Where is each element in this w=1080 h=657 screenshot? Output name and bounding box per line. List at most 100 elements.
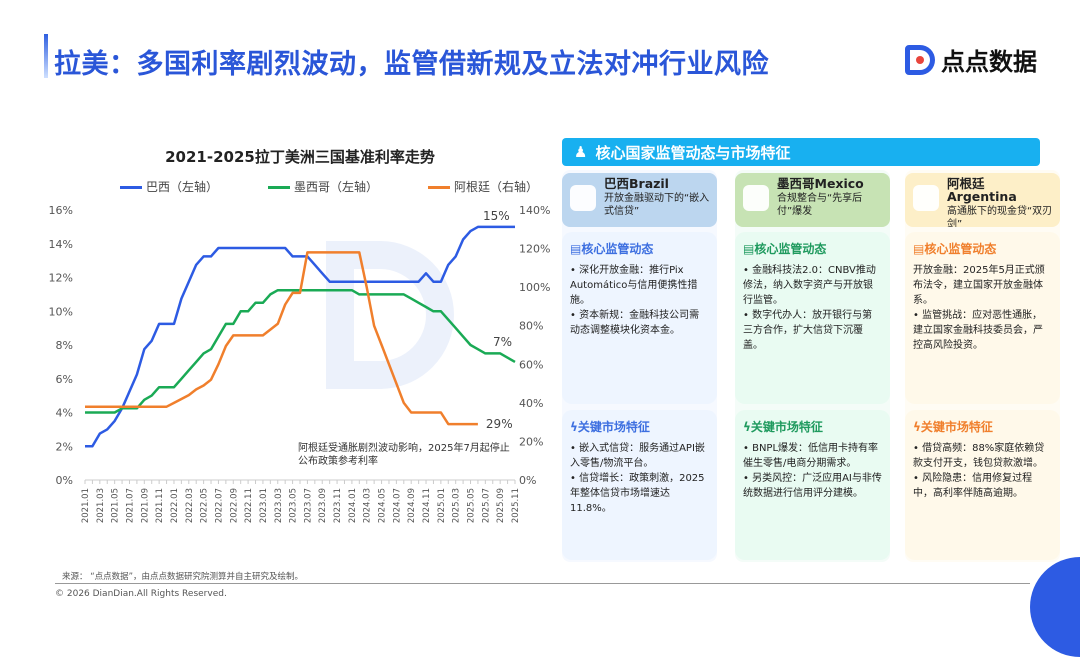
bullet-item: • 深化开放金融：推行Pix Automático与信用便携性措施。 bbox=[570, 265, 698, 306]
legend-item-argentina: 阿根廷（右轴） bbox=[428, 178, 538, 195]
x-tick-label: 2024.03 bbox=[363, 488, 373, 523]
y-left-tick-label: 12% bbox=[49, 272, 73, 285]
x-tick-label: 2022.01 bbox=[170, 488, 180, 523]
core-regulation-section: ▤核心监管动态 • 深化开放金融：推行Pix Automático与信用便携性措施… bbox=[562, 232, 717, 404]
x-tick-label: 2025.11 bbox=[511, 488, 521, 523]
section-title: 关键市场特征 bbox=[577, 420, 650, 434]
core-regulation-section: ▤核心监管动态 开放金融：2025年5月正式颁布法令，建立国家开放金融体系。 • 监… bbox=[905, 232, 1060, 404]
bullet-item: • 信贷增长：政策刺激，2025年整体信贷市场增速达11.8%。 bbox=[570, 473, 705, 514]
bullet-item: • 另类风控：广泛应用AI与非传统数据进行信用评分建模。 bbox=[743, 473, 882, 499]
country-name: 阿根廷Argentina bbox=[947, 176, 1017, 204]
panel-header: ♟ 核心国家监管动态与市场特征 bbox=[562, 138, 1040, 166]
series-line-0 bbox=[85, 225, 515, 448]
series-line-2 bbox=[85, 251, 478, 426]
bullet-item: • 金融科技法2.0：CNBV推动修法，纳入数字资产与开放银行监管。 bbox=[743, 265, 876, 306]
x-tick-label: 2024.11 bbox=[422, 488, 432, 523]
y-left-tick-label: 4% bbox=[56, 407, 73, 420]
series-end-label: 7% bbox=[493, 335, 512, 349]
y-left-tick-label: 16% bbox=[49, 204, 73, 217]
country-subtitle: 高通胀下的现金贷“双刃剑” bbox=[947, 206, 1053, 227]
lightning-icon: ϟ bbox=[570, 420, 578, 434]
title-accent-bar bbox=[44, 34, 48, 78]
y-right-tick-label: 120% bbox=[519, 243, 550, 256]
x-tick-label: 2023.01 bbox=[259, 488, 269, 523]
panel-title: 核心国家监管动态与市场特征 bbox=[595, 143, 791, 162]
x-tick-label: 2025.07 bbox=[481, 488, 491, 523]
document-icon: ▤ bbox=[913, 242, 925, 256]
y-left-tick-label: 2% bbox=[56, 440, 73, 453]
country-subtitle: 开放金融驱动下的“嵌入式信贷” bbox=[604, 193, 710, 217]
lightning-icon: ϟ bbox=[913, 420, 921, 434]
document-icon: ▤ bbox=[743, 242, 755, 256]
country-card-header: 巴西Brazil 开放金融驱动下的“嵌入式信贷” bbox=[562, 173, 717, 227]
market-features-section: ϟ关键市场特征 • 借贷高频：88%家庭依赖贷款支付开支，钱包贷款激增。 • 风险隐… bbox=[905, 410, 1060, 560]
x-tick-label: 2025.09 bbox=[496, 488, 506, 523]
core-regulation-section: ▤核心监管动态 • 金融科技法2.0：CNBV推动修法，纳入数字资产与开放银行监管… bbox=[735, 232, 890, 404]
series-end-label: 29% bbox=[486, 417, 513, 431]
y-left-tick-label: 0% bbox=[56, 474, 73, 487]
y-right-tick-label: 20% bbox=[519, 435, 543, 448]
page-title: 拉美：多国利率剧烈波动，监管借新规及立法对冲行业风险 bbox=[54, 49, 769, 80]
country-column-1: 墨西哥Mexico 合规整合与“先享后付”爆发 ▤核心监管动态 • 金融科技法2.… bbox=[735, 170, 890, 562]
bullet-item: • 数字代办人：放开银行与第三方合作，扩大信贷下沉覆盖。 bbox=[743, 310, 873, 351]
legend-item-brazil: 巴西（左轴） bbox=[120, 178, 218, 195]
x-tick-label: 2025.01 bbox=[437, 488, 447, 523]
y-left-tick-label: 14% bbox=[49, 238, 73, 251]
bullet-item: • 嵌入式信贷：服务通过API嵌入零售/物流平台。 bbox=[570, 443, 705, 469]
corner-decoration bbox=[1030, 557, 1080, 657]
x-tick-label: 2023.11 bbox=[333, 488, 343, 523]
watermark-logo-icon bbox=[326, 241, 454, 389]
x-tick-label: 2021.07 bbox=[125, 488, 135, 523]
x-tick-label: 2024.07 bbox=[392, 488, 402, 523]
country-column-2: 阿根廷Argentina 高通胀下的现金贷“双刃剑” ▤核心监管动态 开放金融：2… bbox=[905, 170, 1060, 562]
x-tick-label: 2023.03 bbox=[274, 488, 284, 523]
market-features-section: ϟ关键市场特征 • BNPL爆发：低信用卡持有率催生零售/电商分期需求。 • 另类风… bbox=[735, 410, 890, 560]
bullet-item: • 风险隐患：信用修复过程中，高利率伴随高逾期。 bbox=[913, 473, 1033, 499]
x-tick-label: 2022.03 bbox=[185, 488, 195, 523]
logo-text: 点点数据 bbox=[941, 48, 1037, 76]
y-right-tick-label: 60% bbox=[519, 358, 543, 371]
market-features-section: ϟ关键市场特征 • 嵌入式信贷：服务通过API嵌入零售/物流平台。 • 信贷增长：政… bbox=[562, 410, 717, 560]
bullet-item: • BNPL爆发：低信用卡持有率催生零售/电商分期需求。 bbox=[743, 443, 879, 469]
y-right-tick-label: 0% bbox=[519, 474, 536, 487]
y-right-tick-label: 40% bbox=[519, 397, 543, 410]
chart-annotation: 阿根廷受通胀剧烈波动影响，2025年7月起停止公布政策参考利率 bbox=[298, 443, 510, 467]
country-icon bbox=[913, 185, 939, 211]
y-right-tick-label: 80% bbox=[519, 320, 543, 333]
x-tick-label: 2024.05 bbox=[378, 488, 388, 523]
y-right-tick-label: 100% bbox=[519, 281, 550, 294]
country-card-header: 墨西哥Mexico 合规整合与“先享后付”爆发 bbox=[735, 173, 890, 227]
document-icon: ▤ bbox=[570, 242, 582, 256]
x-tick-label: 2023.05 bbox=[289, 488, 299, 523]
x-tick-label: 2022.11 bbox=[244, 488, 254, 523]
x-tick-label: 2022.05 bbox=[200, 488, 210, 523]
country-subtitle: 合规整合与“先享后付”爆发 bbox=[777, 193, 863, 217]
country-icon bbox=[570, 185, 596, 211]
legend-item-mexico: 墨西哥（左轴） bbox=[268, 178, 378, 195]
country-name: 巴西Brazil bbox=[604, 176, 669, 191]
x-tick-label: 2021.05 bbox=[111, 488, 121, 523]
section-title: 核心监管动态 bbox=[754, 242, 827, 256]
legend-label: 墨西哥（左轴） bbox=[294, 180, 379, 194]
chart-legend: 巴西（左轴） 墨西哥（左轴） 阿根廷（右轴） bbox=[120, 178, 538, 195]
section-title: 关键市场特征 bbox=[750, 420, 823, 434]
copyright: © 2026 DianDian.All Rights Reserved. bbox=[55, 589, 227, 599]
x-tick-label: 2021.01 bbox=[81, 488, 91, 523]
logo: 点点数据 bbox=[905, 42, 1037, 77]
x-tick-label: 2022.07 bbox=[214, 488, 224, 523]
x-tick-label: 2025.05 bbox=[467, 488, 477, 523]
country-column-0: 巴西Brazil 开放金融驱动下的“嵌入式信贷” ▤核心监管动态 • 深化开放金融… bbox=[562, 170, 717, 562]
bullet-item: • 借贷高频：88%家庭依赖贷款支付开支，钱包贷款激增。 bbox=[913, 443, 1045, 469]
section-title: 关键市场特征 bbox=[920, 420, 993, 434]
country-icon bbox=[743, 185, 769, 211]
x-tick-label: 2022.09 bbox=[229, 488, 239, 523]
logo-icon bbox=[905, 44, 935, 75]
x-tick-label: 2024.01 bbox=[348, 488, 358, 523]
x-tick-label: 2025.03 bbox=[452, 488, 462, 523]
x-tick-label: 2021.03 bbox=[96, 488, 106, 523]
x-tick-label: 2023.07 bbox=[303, 488, 313, 523]
chart-title: 2021-2025拉丁美洲三国基准利率走势 bbox=[165, 148, 435, 166]
source-note: 来源： “点点数据”，由点点数据研究院测算并自主研究及绘制。 bbox=[62, 572, 304, 582]
x-tick-label: 2021.09 bbox=[140, 488, 150, 523]
section-title: 核心监管动态 bbox=[581, 242, 654, 256]
